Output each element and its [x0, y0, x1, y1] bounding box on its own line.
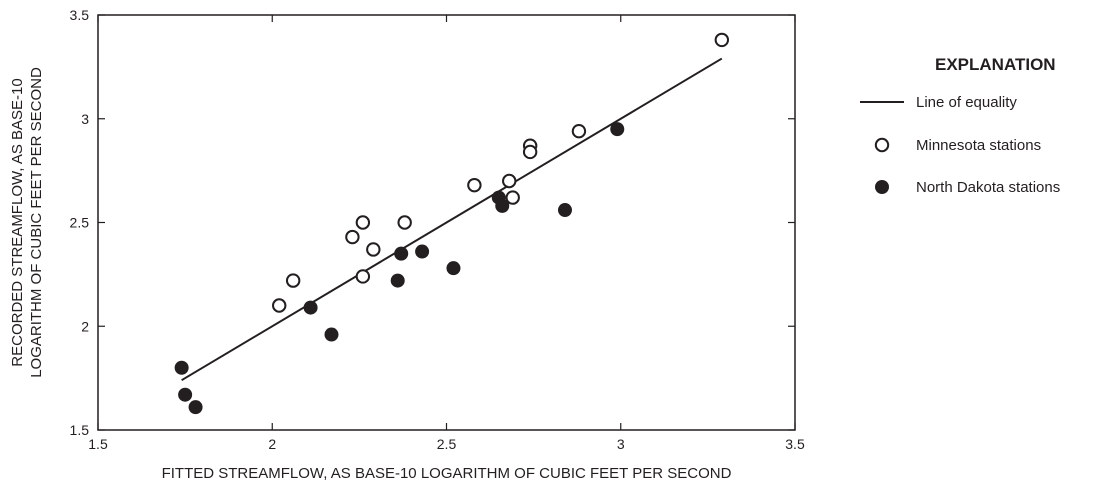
y-tick-label: 1.5 [70, 422, 90, 438]
y-axis-title-line-2: LOGARITHM OF CUBIC FEET PER SECOND [28, 67, 45, 378]
minnesota-station-point [345, 229, 360, 245]
north-dakota-station-point [324, 327, 339, 342]
north-dakota-station-point [610, 122, 625, 137]
minnesota-station-point [366, 242, 381, 257]
axis-ticks [97, 14, 796, 431]
north-dakota-station-point [174, 360, 189, 375]
minnesota-station-point [505, 190, 520, 205]
legend-filled-circle-swatch [875, 180, 889, 194]
legend-title: EXPLANATION [935, 55, 1056, 74]
y-tick-label: 3.5 [70, 7, 90, 23]
north-dakota-station-point [394, 246, 409, 261]
x-tick-label: 3.5 [785, 436, 805, 452]
legend-label-north-dakota: North Dakota stations [916, 179, 1060, 196]
minnesota-station-point [355, 215, 371, 230]
north-dakota-station-point [446, 261, 461, 276]
x-tick-label: 2.5 [437, 436, 457, 452]
data-points [174, 32, 730, 415]
north-dakota-station-point [495, 198, 510, 213]
minnesota-station-point [502, 173, 517, 189]
y-tick-label: 2 [81, 318, 89, 334]
y-tick-label: 2.5 [70, 215, 90, 231]
minnesota-station-point [272, 298, 287, 313]
legend-label-minnesota: Minnesota stations [916, 137, 1041, 154]
north-dakota-station-point [178, 387, 193, 402]
y-axis-title-line-1: RECORDED STREAMFLOW, AS BASE-10 [9, 78, 26, 366]
minnesota-station-point [571, 124, 587, 139]
axis-tick-labels: 1.5 2 2.5 3 3.5 1.5 2 2.5 3 3.5 [70, 7, 805, 452]
x-tick-label: 1.5 [88, 436, 108, 452]
north-dakota-station-point [557, 203, 572, 218]
minnesota-station-point [467, 177, 482, 193]
legend-label-line-of-equality: Line of equality [916, 94, 1017, 111]
legend-open-circle-swatch [874, 137, 890, 153]
x-tick-label: 2 [268, 436, 276, 452]
line-of-equality [181, 57, 723, 382]
x-tick-label: 3 [617, 436, 625, 452]
north-dakota-station-point [415, 244, 430, 259]
north-dakota-station-point [303, 300, 318, 315]
minnesota-station-point [714, 32, 730, 48]
north-dakota-station-point [188, 400, 203, 415]
minnesota-station-point [522, 144, 538, 160]
minnesota-station-point [285, 273, 301, 288]
minnesota-station-point [355, 269, 371, 284]
north-dakota-station-point [390, 273, 405, 288]
y-tick-label: 3 [81, 111, 89, 127]
legend: EXPLANATION Line of equality Minnesota s… [860, 55, 1060, 196]
minnesota-station-point [397, 215, 412, 230]
x-axis-title: FITTED STREAMFLOW, AS BASE-10 LOGARITHM … [162, 465, 732, 482]
